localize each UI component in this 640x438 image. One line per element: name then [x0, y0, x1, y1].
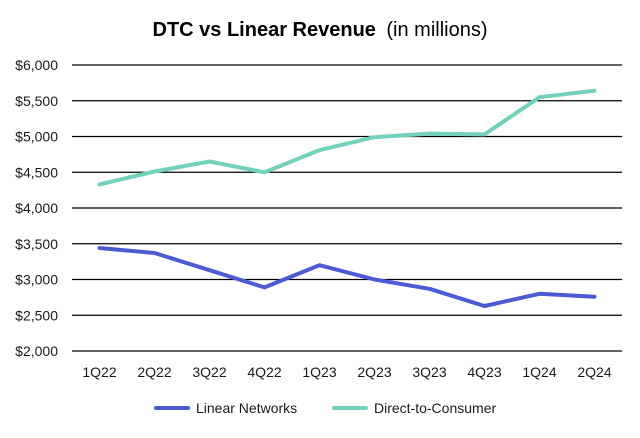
series-linear-networks: [97, 246, 597, 308]
data-point: [208, 160, 212, 164]
data-point: [373, 278, 377, 282]
x-axis-ticks: 1Q22 2Q22 3Q22 4Q22 1Q23 2Q23 3Q23 4Q23 1Q24 2Q24: [82, 364, 611, 380]
legend: Linear Networks Direct-to-Consumer: [154, 400, 496, 416]
data-point: [538, 95, 542, 99]
x-tick-label: 1Q23: [302, 364, 336, 380]
data-point: [153, 170, 157, 174]
legend-label: Direct-to-Consumer: [374, 400, 496, 416]
data-point: [428, 287, 432, 291]
data-point: [483, 132, 487, 136]
x-tick-label: 1Q24: [522, 364, 556, 380]
legend-item: Direct-to-Consumer: [332, 400, 496, 416]
data-point: [373, 135, 377, 139]
y-tick-label: $5,500: [15, 93, 58, 109]
series-direct-to-consumer: [97, 88, 597, 187]
series-lines: [97, 88, 597, 308]
legend-item: Linear Networks: [154, 400, 297, 416]
y-tick-label: $2,000: [15, 343, 58, 359]
x-tick-label: 2Q22: [137, 364, 171, 380]
data-point: [483, 304, 487, 308]
x-tick-label: 3Q23: [412, 364, 446, 380]
y-tick-label: $2,500: [15, 307, 58, 323]
data-point: [593, 295, 597, 299]
y-tick-label: $4,500: [15, 164, 58, 180]
x-tick-label: 3Q22: [192, 364, 226, 380]
chart-title: DTC vs Linear Revenue (in millions): [153, 19, 488, 41]
y-tick-label: $3,500: [15, 236, 58, 252]
chart-title-main: DTC vs Linear Revenue: [153, 19, 376, 41]
data-point: [538, 292, 542, 296]
data-point: [98, 182, 102, 186]
series-line: [97, 246, 597, 308]
x-tick-label: 1Q22: [82, 364, 116, 380]
data-point: [318, 148, 322, 152]
data-point: [318, 263, 322, 267]
x-tick-label: 4Q22: [247, 364, 281, 380]
x-tick-label: 4Q23: [467, 364, 501, 380]
data-point: [208, 268, 212, 272]
y-tick-label: $3,000: [15, 272, 58, 288]
y-tick-label: $5,000: [15, 129, 58, 145]
y-axis-ticks: $2,000 $2,500 $3,000 $3,500 $4,000 $4,500 $5,0…: [15, 57, 58, 359]
legend-label: Linear Networks: [196, 400, 297, 416]
x-tick-label: 2Q23: [357, 364, 391, 380]
y-tick-label: $4,000: [15, 200, 58, 216]
series-line: [97, 88, 597, 187]
data-point: [593, 89, 597, 93]
data-point: [263, 170, 267, 174]
data-point: [428, 132, 432, 136]
data-point: [263, 285, 267, 289]
data-point: [98, 246, 102, 250]
data-point: [153, 251, 157, 255]
y-tick-label: $6,000: [15, 57, 58, 73]
x-tick-label: 2Q24: [577, 364, 611, 380]
gridlines: [72, 64, 622, 352]
chart-title-suffix: (in millions): [386, 19, 487, 41]
